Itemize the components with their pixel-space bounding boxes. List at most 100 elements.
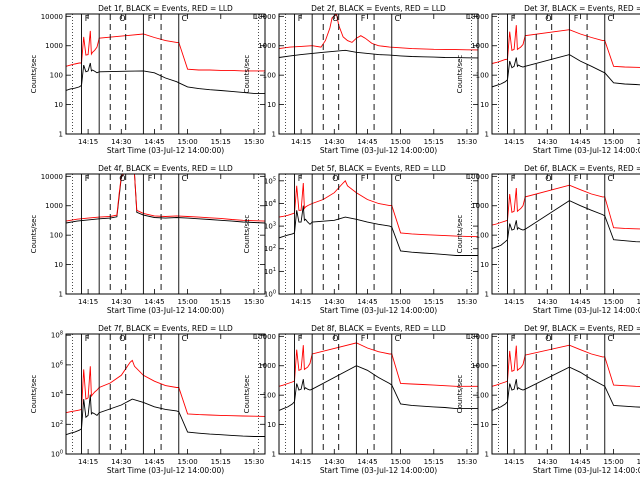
y-tick-label: 1000 [45,202,63,210]
panel-det-8: F O F C 14:15 14:30 14:45 15:00 15:15 15:30 1 10 100… [243,324,479,475]
y-tick-label: 10000 [254,13,276,21]
y-tick-label: 10 [267,101,276,109]
x-tick-label: 14:45 [144,298,164,306]
red-series-line [492,344,640,387]
marker-label: F [574,174,579,183]
marker-label: F [298,14,303,23]
x-tick-label: 15:00 [604,138,624,146]
marker-label: O [119,14,125,23]
x-tick-label: 15:15 [424,138,444,146]
x-tick-label: 15:00 [391,298,411,306]
y-tick-label: 10000 [254,333,276,341]
y-tick-label: 1000 [45,42,63,50]
x-tick-label: 15:00 [178,138,198,146]
black-series-line [279,205,478,256]
x-tick-label: 15:00 [604,458,624,466]
x-tick-label: 14:30 [537,138,557,146]
y-tick-label: 102 [264,244,276,253]
y-tick-label: 1 [59,291,63,299]
x-tick-label: 14:30 [111,298,131,306]
axes-frame [278,173,479,295]
marker-label: F [361,334,366,343]
red-series-line [492,25,640,68]
chart-title: Det 9f, BLACK = Events, RED = LLD [524,324,640,333]
x-tick-label: 14:45 [570,138,590,146]
x-tick-label: 14:45 [570,458,590,466]
y-tick-label: 10000 [467,13,489,21]
x-tick-label: 15:15 [424,458,444,466]
x-tick-label: 14:30 [537,458,557,466]
y-tick-label: 106 [51,360,63,369]
x-tick-label: 14:15 [504,138,524,146]
y-tick-label: 1000 [471,362,489,370]
chart-title: Det 5f, BLACK = Events, RED = LLD [311,164,446,173]
axes-frame [65,173,266,295]
marker-label: C [394,174,400,183]
y-tick-label: 1 [59,131,63,139]
x-tick-label: 14:15 [78,458,98,466]
x-tick-label: 15:30 [244,138,264,146]
marker-label: C [181,14,187,23]
chart-title: Det 8f, BLACK = Events, RED = LLD [311,324,446,333]
y-tick-label: 10 [54,101,63,109]
y-axis-label: Counts/sec [243,215,251,254]
black-series-line [66,394,265,437]
red-series-line [66,174,265,222]
x-tick-label: 14:15 [504,298,524,306]
marker-label: O [545,334,551,343]
marker-label: O [119,174,125,183]
marker-label: F [361,174,366,183]
red-series-line [279,180,478,238]
y-axis-label: Counts/sec [30,375,38,414]
x-tick-label: 15:00 [391,458,411,466]
marker-label: O [332,174,338,183]
y-tick-label: 1000 [258,362,276,370]
x-tick-label: 14:15 [291,138,311,146]
y-tick-label: 100 [264,290,276,299]
black-series-line [492,366,640,411]
marker-label: F [511,174,516,183]
marker-label: F [574,334,579,343]
x-axis-label: Start Time (03-Jul-12 14:00:00) [107,306,224,315]
marker-label: C [394,334,400,343]
axes-frame [491,13,640,135]
x-tick-label: 14:30 [111,138,131,146]
red-series-line [279,342,478,387]
marker-label: C [181,334,187,343]
x-axis-label: Start Time (03-Jul-12 14:00:00) [320,466,437,475]
marker-label: F [85,14,90,23]
axes-frame [65,333,266,455]
x-tick-label: 15:30 [457,298,477,306]
y-tick-label: 1 [272,131,276,139]
x-tick-label: 14:15 [78,138,98,146]
marker-label: C [607,334,613,343]
y-tick-label: 104 [51,390,63,399]
axes-frame [65,13,266,135]
x-tick-label: 14:30 [537,298,557,306]
x-tick-label: 14:30 [324,298,344,306]
y-tick-label: 100 [476,72,489,80]
y-tick-label: 104 [264,199,276,208]
y-tick-label: 103 [264,222,276,231]
x-tick-label: 15:15 [637,458,640,466]
black-series-line [66,62,265,94]
x-tick-label: 15:30 [457,138,477,146]
panel-det-3: F O F C 14:15 14:30 14:45 15:00 15:15 15:30 1 10 100… [456,4,640,155]
y-tick-label: 10 [480,101,489,109]
y-axis-label: Counts/sec [456,215,464,254]
y-tick-label: 10000 [41,173,63,181]
marker-label: O [332,14,338,23]
y-tick-label: 1 [485,131,489,139]
y-tick-label: 1 [485,291,489,299]
x-tick-label: 14:45 [357,458,377,466]
y-tick-label: 100 [263,72,276,80]
x-axis-label: Start Time (03-Jul-12 14:00:00) [533,466,640,475]
x-tick-label: 14:15 [291,298,311,306]
marker-label: O [119,334,125,343]
x-tick-label: 15:00 [178,458,198,466]
marker-label: F [148,334,153,343]
x-tick-label: 14:45 [570,298,590,306]
y-axis-label: Counts/sec [30,55,38,94]
marker-label: C [607,174,613,183]
